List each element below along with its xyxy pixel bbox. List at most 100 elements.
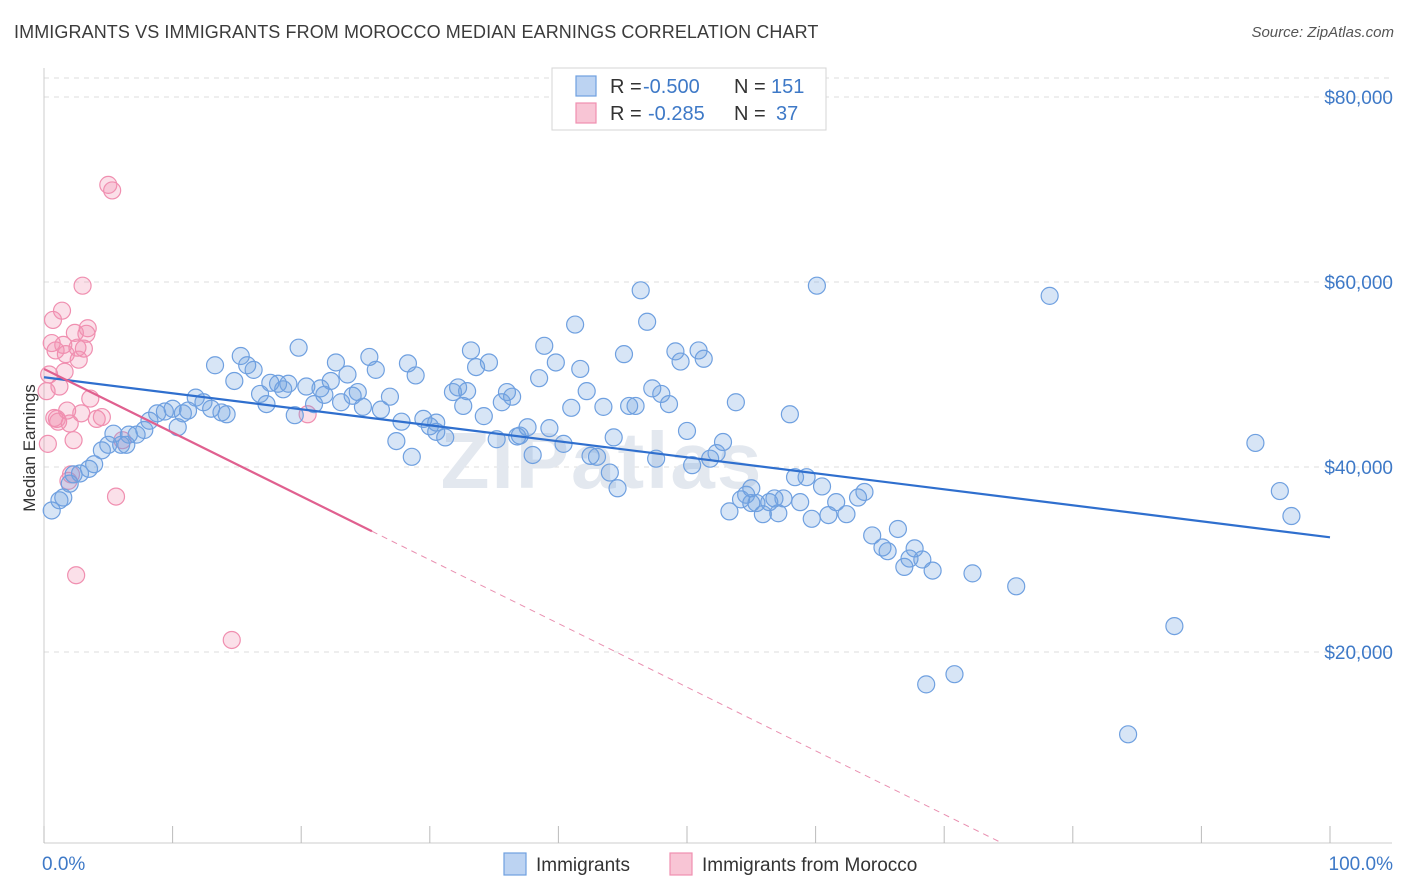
immigrants-point xyxy=(268,374,288,393)
immigrants-point xyxy=(380,387,400,406)
immigrants-point xyxy=(600,463,619,482)
immigrants-point xyxy=(620,396,639,416)
morocco-point xyxy=(45,408,64,428)
series-immigrants-points xyxy=(42,276,1301,744)
immigrants-point xyxy=(878,542,897,561)
immigrants-point xyxy=(747,493,766,513)
y-tick-label: $20,000 xyxy=(1324,643,1393,664)
immigrants-point xyxy=(554,434,573,453)
immigrants-point xyxy=(1118,725,1138,744)
immigrants-point xyxy=(70,464,90,483)
immigrants-point xyxy=(566,315,585,334)
immigrants-point xyxy=(720,502,739,521)
morocco-point xyxy=(73,276,92,295)
immigrants-point xyxy=(726,393,745,412)
immigrants-point xyxy=(546,353,565,372)
y-tick-label: $60,000 xyxy=(1324,273,1393,294)
bottom-legend-swatch-pink xyxy=(669,852,693,876)
immigrants-point xyxy=(366,360,385,379)
immigrants-point xyxy=(594,397,613,416)
y-tick-label: $40,000 xyxy=(1324,458,1393,479)
immigrants-point xyxy=(474,407,493,426)
axes xyxy=(43,68,1392,844)
legend-r-label-1: R = xyxy=(610,76,642,98)
immigrants-point xyxy=(250,384,270,404)
morocco-point xyxy=(38,434,57,453)
immigrants-point xyxy=(604,428,623,447)
immigrants-point xyxy=(774,489,793,508)
bottom-legend-swatch-blue xyxy=(503,852,527,876)
immigrants-point xyxy=(163,399,182,418)
immigrants-point xyxy=(99,435,118,454)
immigrants-point xyxy=(338,365,357,384)
immigrants-point xyxy=(1165,616,1184,636)
y-tick-label: $80,000 xyxy=(1324,88,1393,109)
immigrants-point xyxy=(461,341,481,360)
immigrants-point xyxy=(225,371,244,391)
legend-swatch-pink xyxy=(575,102,597,124)
immigrants-point xyxy=(530,369,549,388)
morocco-point xyxy=(92,407,111,427)
immigrants-point xyxy=(326,353,346,372)
immigrants-point xyxy=(713,432,733,452)
immigrants-point xyxy=(387,432,406,451)
immigrants-point xyxy=(42,501,61,520)
immigrants-point xyxy=(807,276,826,295)
immigrants-point xyxy=(812,477,832,496)
morocco-trend-line-extension xyxy=(371,530,1003,844)
trend-lines xyxy=(43,367,1331,844)
immigrants-point xyxy=(135,420,154,440)
immigrants-point xyxy=(1282,506,1301,526)
immigrants-point xyxy=(571,359,590,379)
immigrants-point xyxy=(1270,481,1289,501)
morocco-point xyxy=(67,566,86,585)
immigrants-point xyxy=(1040,286,1059,305)
immigrants-point xyxy=(304,395,324,414)
immigrants-point xyxy=(285,406,304,425)
immigrants-point xyxy=(112,435,131,454)
legend-n-label-1: N = xyxy=(734,76,766,98)
immigrants-point xyxy=(923,561,942,580)
immigrants-point xyxy=(1007,577,1026,596)
immigrants-point xyxy=(406,366,425,385)
x-tick-label: 0.0% xyxy=(42,854,85,875)
legend-r-value-1: -0.500 xyxy=(643,76,700,98)
chart-title: IMMIGRANTS VS IMMIGRANTS FROM MOROCCO ME… xyxy=(14,22,819,42)
immigrants-point xyxy=(217,405,236,424)
morocco-point xyxy=(52,301,72,320)
immigrants-point xyxy=(827,493,846,512)
immigrants-point xyxy=(244,360,263,379)
immigrants-point xyxy=(562,398,581,417)
immigrants-point xyxy=(913,550,932,569)
immigrants-point xyxy=(659,395,679,414)
immigrants-point xyxy=(837,505,856,524)
immigrants-point xyxy=(353,397,373,416)
immigrants-point xyxy=(963,564,982,583)
immigrants-point xyxy=(523,445,542,465)
legend-swatch-blue xyxy=(575,75,597,97)
morocco-point xyxy=(106,487,126,506)
legend-n-value-2: 37 xyxy=(776,103,798,125)
immigrants-point xyxy=(577,382,596,401)
immigrants-point xyxy=(677,421,697,441)
x-tick-labels: 0.0% 100.0% xyxy=(42,854,1393,875)
immigrants-point xyxy=(626,396,645,416)
immigrants-point xyxy=(671,352,690,371)
morocco-point xyxy=(74,339,93,358)
immigrants-point xyxy=(1246,433,1265,453)
immigrants-point xyxy=(855,482,874,502)
morocco-point xyxy=(69,350,88,369)
immigrants-point xyxy=(279,374,298,393)
morocco-point xyxy=(103,181,122,200)
immigrants-point xyxy=(802,509,821,528)
immigrants-point xyxy=(173,404,192,423)
immigrants-point xyxy=(402,447,421,466)
immigrants-point xyxy=(683,456,702,475)
immigrants-point xyxy=(492,393,511,412)
immigrants-point xyxy=(85,455,104,474)
chart-source: Source: ZipAtlas.com xyxy=(1251,24,1394,41)
legend-n-label-2: N = xyxy=(734,103,766,125)
immigrants-point xyxy=(479,353,499,372)
immigrants-point xyxy=(791,493,810,512)
immigrants-point xyxy=(503,387,522,406)
